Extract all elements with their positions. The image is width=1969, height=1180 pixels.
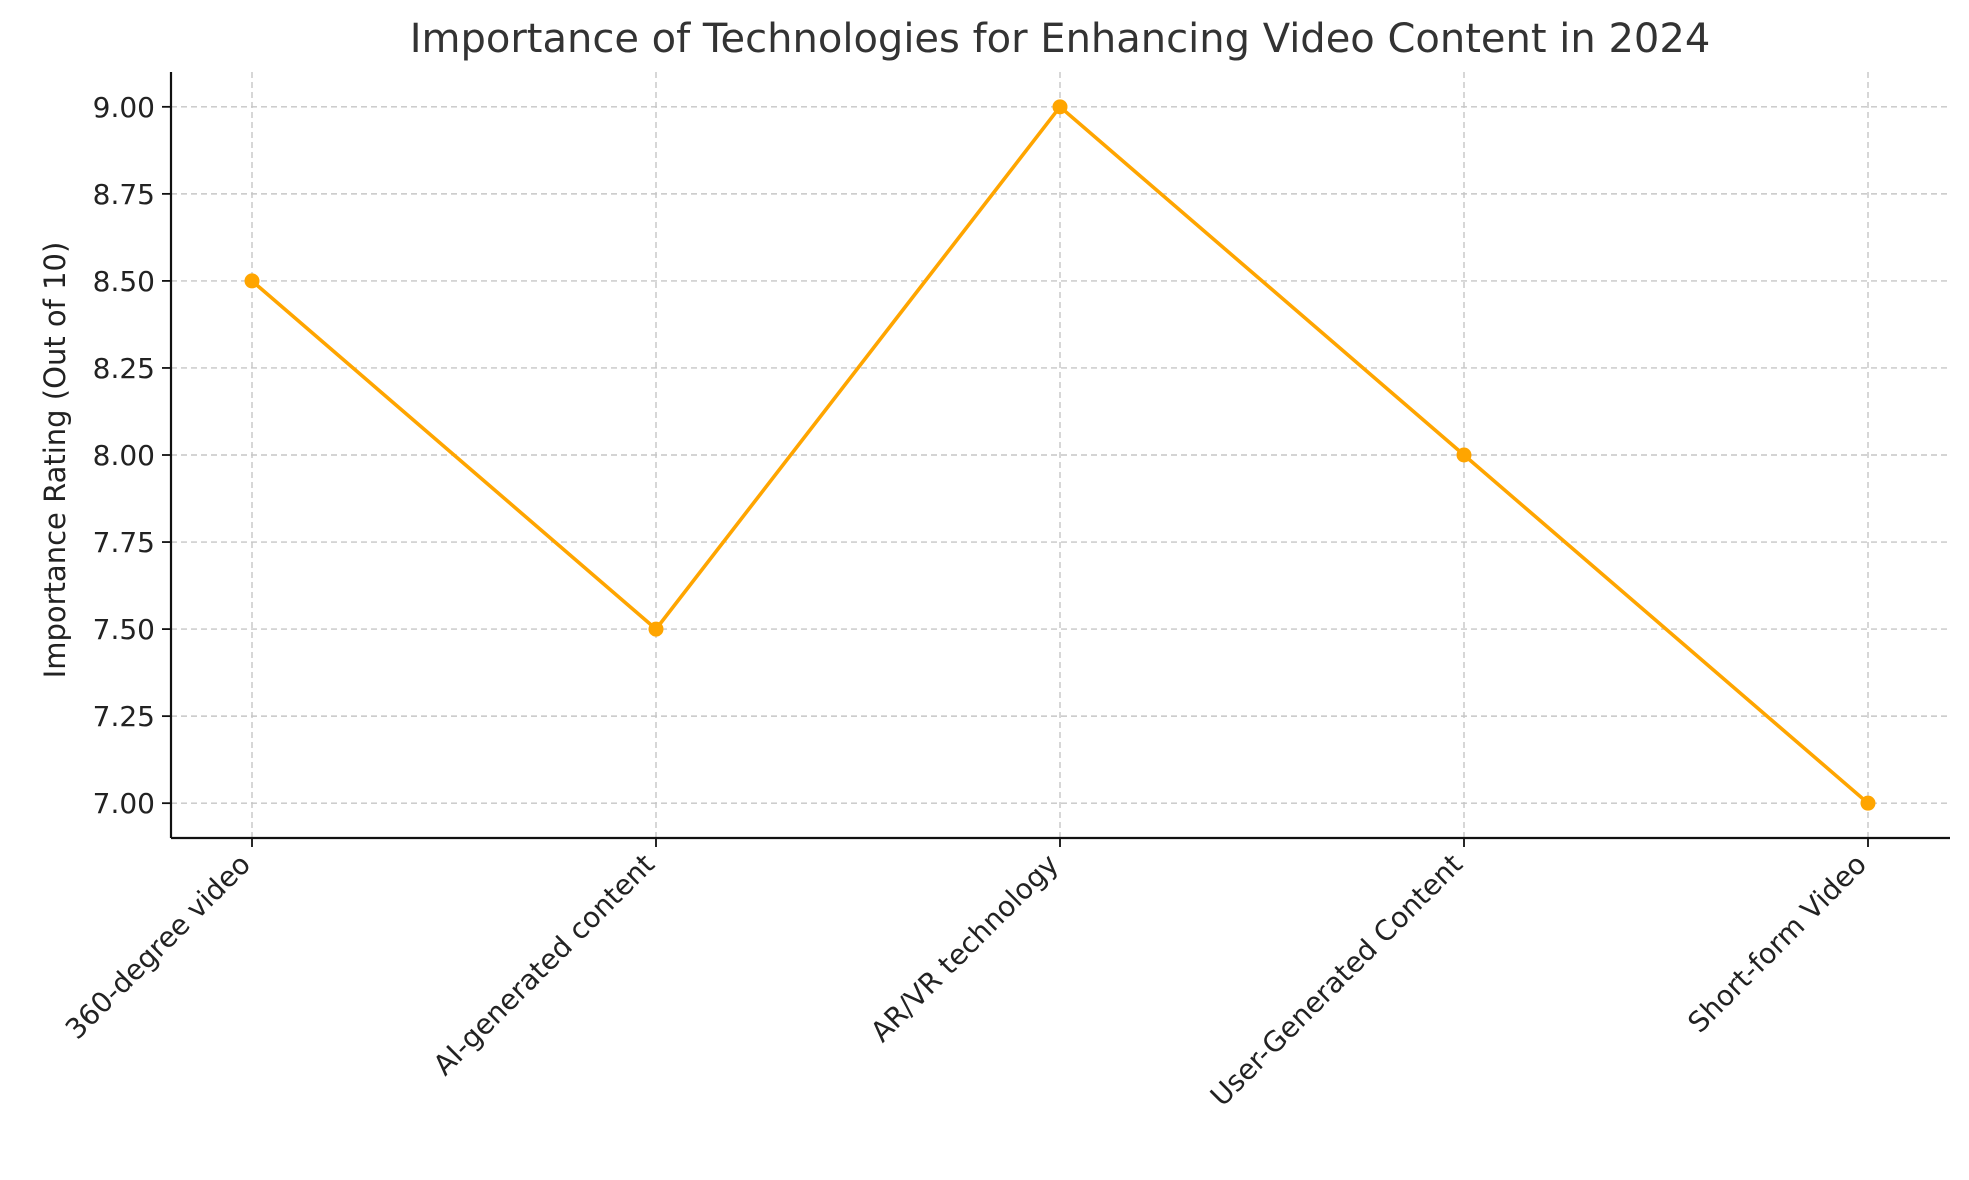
data-point [1052, 99, 1068, 115]
data-point [1456, 447, 1472, 463]
y-tick-label: 7.75 [93, 526, 155, 559]
x-tick-label: Short-form Video [1681, 848, 1873, 1040]
axes [162, 72, 1950, 847]
y-axis-label: Importance Rating (Out of 10) [38, 242, 72, 679]
data-point [1860, 795, 1876, 811]
y-tick-label: 8.00 [93, 439, 155, 472]
x-tick-label: AI-generated content [427, 848, 661, 1082]
y-tick-label: 8.25 [93, 352, 155, 385]
x-tick-label: 360-degree video [59, 848, 257, 1046]
y-tick-label: 9.00 [93, 91, 155, 124]
data-point [648, 621, 664, 637]
y-tick-label: 8.50 [93, 265, 155, 298]
chart-title: Importance of Technologies for Enhancing… [410, 16, 1711, 62]
chart-text: Importance of Technologies for Enhancing… [38, 16, 1873, 1113]
x-tick-label: AR/VR technology [864, 848, 1065, 1049]
y-tick-label: 7.25 [93, 700, 155, 733]
y-tick-label: 7.00 [93, 787, 155, 820]
data-point [244, 273, 260, 289]
y-tick-label: 8.75 [93, 178, 155, 211]
series-layer [244, 99, 1876, 811]
y-tick-label: 7.50 [93, 613, 155, 646]
grid [171, 72, 1950, 838]
x-tick-label: User-Generated Content [1204, 848, 1469, 1113]
